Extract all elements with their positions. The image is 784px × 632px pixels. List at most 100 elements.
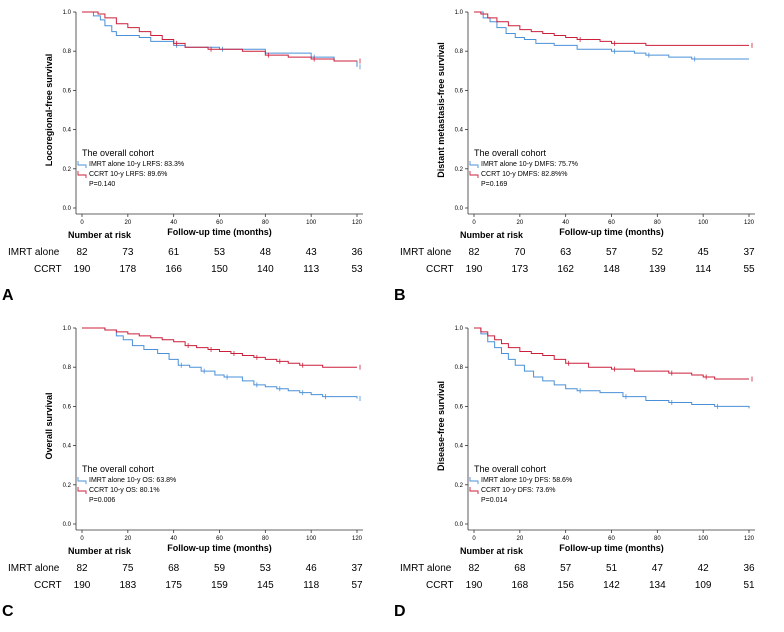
legend-entry: IMRT alone 10-y OS: 63.8% (89, 477, 176, 484)
y-tick-label: 1.0 (63, 326, 72, 332)
risk-count: 190 (74, 580, 91, 591)
x-tick-label: 40 (562, 220, 569, 226)
y-tick-label: 0.8 (63, 365, 72, 371)
y-tick-label: 0.2 (63, 167, 72, 173)
km-curve-ccrt (474, 11, 749, 46)
y-tick-label: 0.6 (63, 88, 72, 94)
km-curve-imrt (82, 11, 358, 67)
legend-entry: CCRT 10-y DFS: 73.6% (481, 487, 555, 494)
x-tick-label: 60 (216, 220, 223, 226)
x-tick-label: 0 (472, 220, 476, 226)
risk-count: 82 (468, 247, 480, 258)
risk-count: 140 (257, 264, 274, 275)
risk-row-label: IMRT alone (400, 563, 452, 574)
p-value: P=0.169 (481, 181, 507, 188)
risk-count: 183 (119, 580, 136, 591)
risk-count: 148 (603, 264, 620, 275)
risk-count: 57 (560, 563, 572, 574)
y-tick-label: 0.4 (63, 128, 72, 134)
panel-d: 0.0 0.2 0.4 0.6 0.8 1.0 0 20 40 60 80 100 120 Follow-… (392, 316, 784, 632)
risk-count: 37 (351, 563, 363, 574)
legend-entry: CCRT 10-y OS: 80.1% (89, 487, 160, 494)
y-tick-label: 0.8 (455, 365, 464, 371)
risk-table-title: Number at risk (68, 546, 132, 556)
risk-count: 134 (649, 580, 666, 591)
legend-entry: CCRT 10-y LRFS: 89.6% (89, 171, 167, 178)
risk-count: 53 (351, 264, 363, 275)
x-tick-label: 60 (608, 536, 615, 542)
risk-count: 59 (214, 563, 226, 574)
y-axis-label: Overall survival (44, 392, 54, 459)
x-tick-label: 20 (516, 220, 523, 226)
risk-count: 53 (260, 563, 272, 574)
panel-letter: B (394, 287, 406, 304)
y-axis-label: Locoregional-free survival (44, 54, 54, 167)
x-axis-label: Follow-up time (months) (167, 543, 271, 553)
km-chart-b: 0.0 0.2 0.4 0.6 0.8 1.0 0 20 40 60 80 100 120 Follow-… (394, 10, 755, 304)
x-tick-label: 100 (306, 220, 317, 226)
risk-count: 47 (652, 563, 664, 574)
risk-count: 139 (649, 264, 666, 275)
risk-count: 150 (211, 264, 228, 275)
risk-count: 109 (695, 580, 712, 591)
x-tick-label: 120 (352, 536, 363, 542)
km-curve-imrt (474, 11, 749, 60)
x-tick-label: 80 (654, 536, 661, 542)
km-chart-c: 0.0 0.2 0.4 0.6 0.8 1.0 0 20 40 60 80 100 120 Follow-… (2, 326, 363, 620)
p-value: P=0.014 (481, 497, 507, 504)
risk-count: 53 (214, 247, 226, 258)
risk-count: 190 (74, 264, 91, 275)
risk-count: 51 (606, 563, 618, 574)
risk-table-title: Number at risk (460, 546, 524, 556)
x-tick-label: 100 (698, 536, 709, 542)
x-axis-label: Follow-up time (months) (559, 227, 663, 237)
risk-count: 168 (511, 580, 528, 591)
risk-count: 190 (466, 580, 483, 591)
x-tick-label: 60 (216, 536, 223, 542)
risk-count: 61 (168, 247, 180, 258)
risk-count: 45 (698, 247, 710, 258)
y-tick-label: 0.6 (455, 88, 464, 94)
y-axis-label: Disease-free survival (436, 381, 446, 471)
panel-a: 0.0 0.2 0.4 0.6 0.8 1.0 0 20 40 60 80 100 120 Follow-… (0, 0, 392, 316)
y-tick-label: 1.0 (455, 326, 464, 332)
km-curve-imrt (474, 327, 750, 409)
x-tick-label: 80 (654, 220, 661, 226)
x-tick-label: 20 (516, 536, 523, 542)
y-axis-label: Distant metastasis-free survival (436, 42, 446, 178)
legend-swatch (469, 477, 479, 484)
risk-row-label: CCRT (426, 264, 454, 275)
x-tick-label: 100 (306, 536, 317, 542)
risk-count: 46 (306, 563, 318, 574)
x-tick-label: 80 (262, 536, 269, 542)
y-tick-label: 0.8 (455, 49, 464, 55)
km-chart-a: 0.0 0.2 0.4 0.6 0.8 1.0 0 20 40 60 80 100 120 Follow-… (2, 10, 363, 304)
x-tick-label: 40 (170, 220, 177, 226)
risk-count: 175 (165, 580, 182, 591)
y-tick-label: 1.0 (455, 10, 464, 16)
y-tick-label: 0.4 (455, 444, 464, 450)
risk-count: 75 (122, 563, 134, 574)
risk-count: 57 (606, 247, 618, 258)
legend-swatch (77, 487, 87, 494)
x-tick-label: 40 (562, 536, 569, 542)
legend-swatch (469, 171, 479, 178)
risk-table-title: Number at risk (68, 230, 132, 240)
risk-count: 190 (466, 264, 483, 275)
legend-swatch (469, 161, 479, 168)
panel-letter: D (394, 603, 406, 620)
x-tick-label: 0 (80, 220, 84, 226)
risk-count: 113 (303, 264, 319, 275)
y-tick-label: 0.2 (455, 483, 464, 489)
risk-row-label: IMRT alone (400, 247, 452, 258)
y-tick-label: 0.8 (63, 49, 72, 55)
legend-entry: IMRT alone 10-y DFS: 58.6% (481, 477, 572, 484)
risk-count: 52 (652, 247, 664, 258)
legend-title: The overall cohort (82, 464, 155, 474)
risk-count: 82 (76, 247, 88, 258)
legend-entry: IMRT alone 10-y DMFS: 75.7% (481, 161, 578, 168)
risk-count: 73 (122, 247, 134, 258)
x-tick-label: 20 (124, 220, 131, 226)
risk-count: 70 (514, 247, 526, 258)
legend-swatch (77, 171, 87, 178)
